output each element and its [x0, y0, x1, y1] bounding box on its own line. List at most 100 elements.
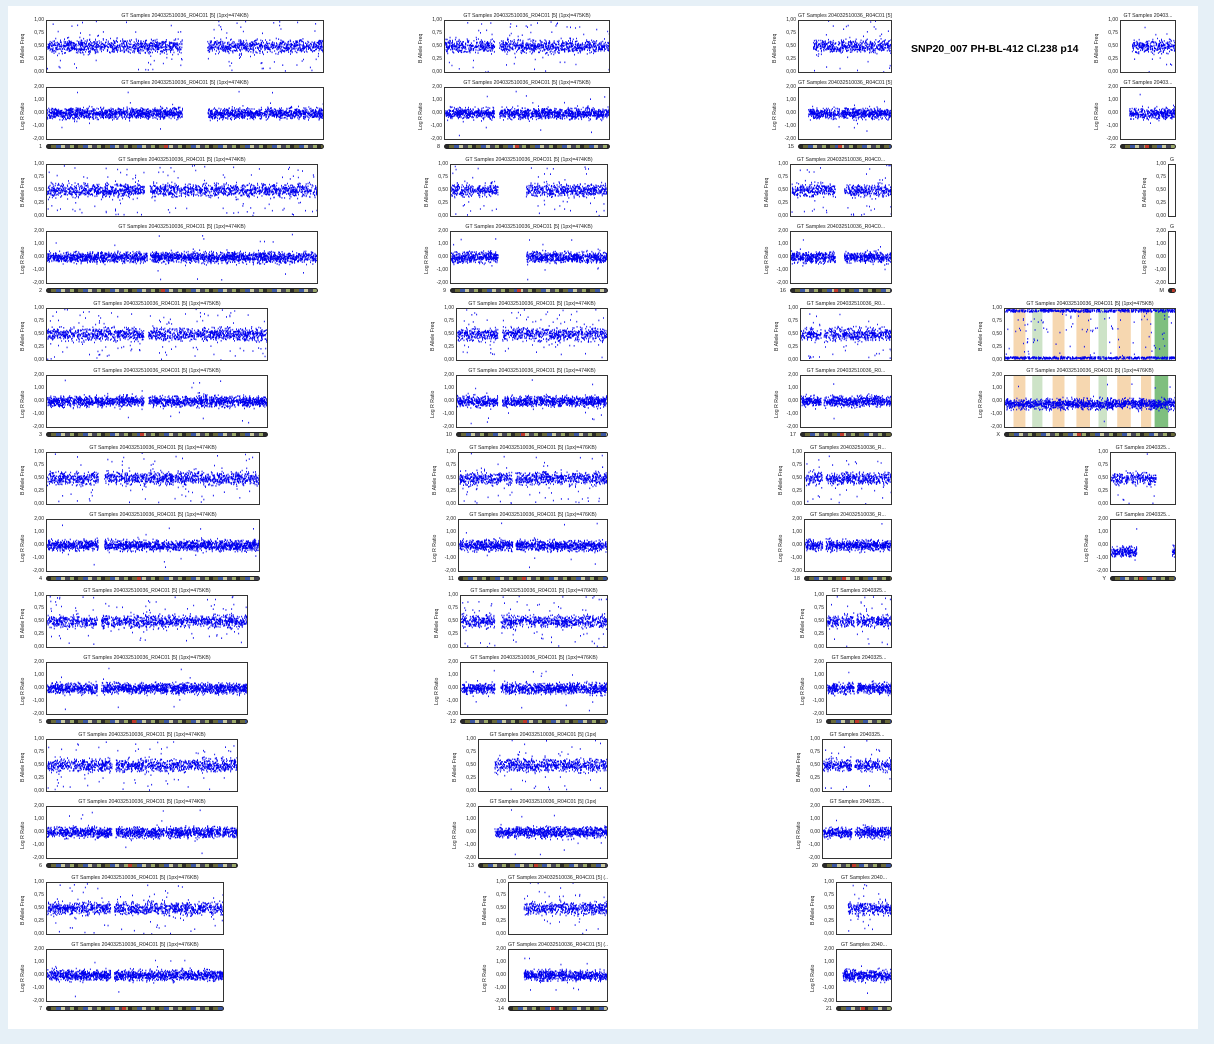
ideogram-chr21	[836, 1006, 892, 1011]
baf-scatter-chr8	[445, 21, 609, 72]
baf-plot-chr7	[46, 882, 224, 935]
lrr-scatter-chr16	[791, 239, 891, 271]
baf-tick-label: 0,75	[788, 318, 798, 324]
baf-tick-label: 0,75	[34, 749, 44, 755]
ideogram-chr17	[800, 432, 892, 437]
lrr-panel-title: GT Samples 2040325...	[831, 655, 887, 661]
lrr-data-points	[791, 239, 891, 271]
baf-tick-label: 0,25	[810, 775, 820, 781]
centromere-mark	[121, 1007, 126, 1010]
baf-tick-label: 1,00	[778, 161, 788, 167]
baf-axis-label: B Allele Freq	[432, 465, 438, 495]
baf-tick-label: 0,00	[792, 501, 802, 507]
baf-panel-title: GT Samples 204032510036_R04C01 [5] (1px|…	[468, 301, 596, 307]
baf-tick-label: 0,50	[34, 475, 44, 481]
baf-data-points	[805, 455, 891, 504]
baf-axis-label: B Allele Freq	[778, 465, 784, 495]
baf-scatter-chr14	[523, 883, 607, 934]
lrr-tick-label: -1,00	[494, 985, 506, 991]
baf-plot-chr5	[46, 595, 248, 648]
lrr-panel-title: GT Samples 204032510036_R04C01 [5] (1px|…	[118, 224, 246, 230]
lrr-tick-label: -2,00	[784, 136, 796, 142]
baf-plot-chr20	[822, 739, 892, 792]
baf-panel-title: GT Samples 2040325...	[831, 588, 887, 594]
baf-scatter-chr21	[847, 884, 891, 932]
baf-tick-label: 0,50	[792, 475, 802, 481]
baf-tick-label: 1,00	[34, 736, 44, 742]
lrr-axis-label: Log R Ratio	[20, 677, 26, 705]
lrr-tick-label: 1,00	[824, 959, 834, 965]
baf-tick-label: 0,00	[438, 213, 448, 219]
baf-tick-label: 0,50	[992, 331, 1002, 337]
ideogram-chr13	[478, 863, 608, 868]
lrr-tick-label: 2,00	[786, 84, 796, 90]
lrr-tick-label: -2,00	[32, 568, 44, 574]
baf-axis-label: B Allele Freq	[1094, 33, 1100, 63]
baf-plot-chr8	[444, 20, 610, 73]
ideogram-chr6	[46, 863, 238, 868]
lrr-scatter-chr7	[47, 959, 223, 998]
chromosome-number: 5	[38, 719, 42, 725]
lrr-data-points	[47, 959, 223, 998]
lrr-tick-label: -2,00	[1096, 568, 1108, 574]
lrr-tick-label: -1,00	[446, 698, 458, 704]
chromosome-number: 8	[436, 144, 440, 150]
baf-tick-label: 0,00	[778, 213, 788, 219]
chromosome-number: 6	[38, 863, 42, 869]
baf-tick-label: 0,25	[444, 344, 454, 350]
centromere-mark	[1172, 289, 1175, 292]
baf-tick-label: 0,25	[34, 56, 44, 62]
ideogram-chrX	[1004, 432, 1176, 437]
lrr-tick-label: 0,00	[992, 398, 1002, 404]
lrr-axis-label: Log R Ratio	[1094, 102, 1100, 130]
lrr-data-points	[805, 523, 891, 554]
lrr-plot-chr9	[450, 231, 608, 284]
chromosome-number: 10	[445, 432, 452, 438]
baf-axis-label: B Allele Freq	[800, 608, 806, 638]
baf-plot-chr22	[1120, 20, 1176, 73]
baf-axis-label: B Allele Freq	[20, 33, 26, 63]
lrr-tick-label: 2,00	[34, 516, 44, 522]
lrr-axis-label: Log R Ratio	[20, 102, 26, 130]
lrr-plot-chr5	[46, 662, 248, 715]
lrr-scatter-chr5	[47, 667, 247, 711]
lrr-tick-label: 1,00	[34, 385, 44, 391]
lrr-tick-label: 0,00	[496, 972, 506, 978]
baf-tick-label: 0,50	[810, 762, 820, 768]
lrr-tick-label: 0,00	[778, 254, 788, 260]
lrr-tick-label: 1,00	[1156, 241, 1166, 247]
lrr-data-points	[523, 957, 607, 991]
baf-tick-label: 1,00	[792, 449, 802, 455]
lrr-tick-label: 1,00	[792, 529, 802, 535]
baf-scatter-chr10	[457, 309, 607, 359]
lrr-tick-label: 0,00	[788, 398, 798, 404]
baf-tick-label: 0,50	[34, 905, 44, 911]
baf-tick-label: 0,00	[446, 501, 456, 507]
baf-panel-title: GT Samples 204032510036_R04C01 [5] (1px|…	[463, 13, 591, 19]
ideogram-chr7	[46, 1006, 224, 1011]
baf-tick-label: 0,75	[786, 30, 796, 36]
chromosome-number: 17	[789, 432, 796, 438]
baf-tick-label: 0,00	[1098, 501, 1108, 507]
baf-tick-label: 0,00	[34, 69, 44, 75]
baf-tick-label: 0,50	[34, 187, 44, 193]
baf-data-points	[1131, 26, 1175, 72]
lrr-tick-label: 0,00	[34, 398, 44, 404]
baf-scatter-chr1	[47, 21, 323, 72]
lrr-tick-label: -1,00	[32, 698, 44, 704]
baf-data-points	[457, 309, 607, 359]
lrr-tick-label: 2,00	[34, 946, 44, 952]
baf-scatter-chr9	[451, 165, 607, 216]
lrr-panel-title: GT Samples 204032510036_R04C01 [5] (1px|…	[83, 655, 211, 661]
lrr-plot-chr19	[826, 662, 892, 715]
baf-data-points	[47, 741, 237, 791]
region-highlight	[1141, 309, 1152, 360]
lrr-scatter-chr22	[1129, 93, 1175, 124]
baf-tick-label: 0,75	[438, 174, 448, 180]
baf-tick-label: 0,50	[34, 331, 44, 337]
lrr-data-points	[494, 809, 607, 856]
chromosome-number: 22	[1109, 144, 1116, 150]
baf-tick-label: 0,25	[814, 631, 824, 637]
baf-tick-label: 0,50	[34, 762, 44, 768]
baf-tick-label: 0,25	[438, 200, 448, 206]
